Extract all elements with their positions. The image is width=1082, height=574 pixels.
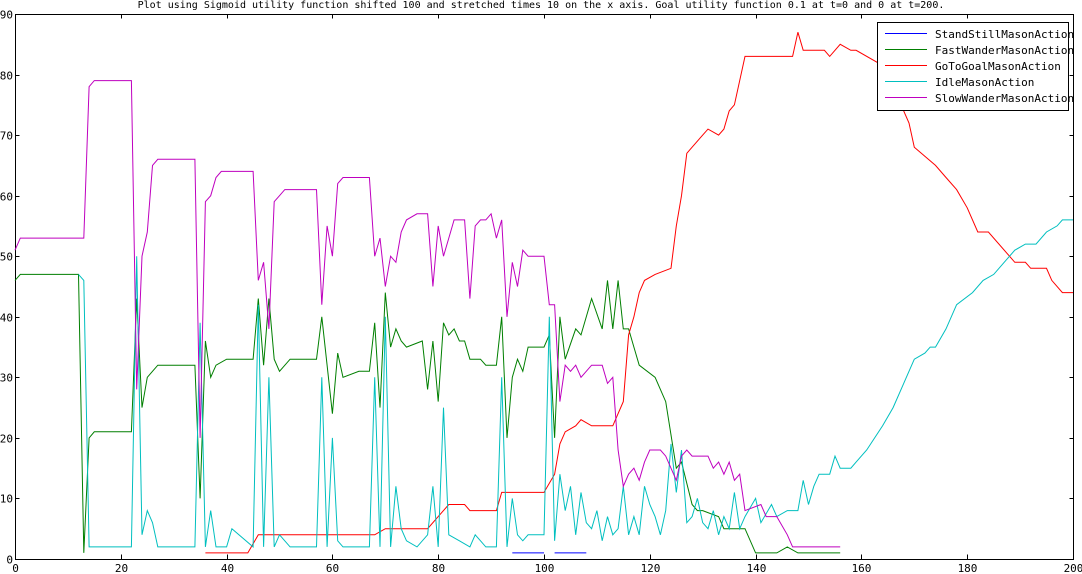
legend-label: IdleMasonAction xyxy=(935,76,1034,89)
legend-label: StandStillMasonAction xyxy=(935,28,1074,41)
chart-title: Plot using Sigmoid utility function shif… xyxy=(137,0,945,11)
y-tick-label: 90 xyxy=(0,9,13,22)
series-line xyxy=(14,273,841,554)
x-tick-label: 20 xyxy=(115,562,128,574)
x-tick-label: 140 xyxy=(747,562,767,574)
series-GoToGoalMasonAction xyxy=(205,32,1073,554)
y-tick-label: 10 xyxy=(0,493,13,506)
x-tick-label: 80 xyxy=(432,562,445,574)
y-tick-label: 70 xyxy=(0,130,13,143)
x-tick-label: 120 xyxy=(641,562,661,574)
y-tick-label: 40 xyxy=(0,312,13,325)
x-tick-label: 160 xyxy=(852,562,872,574)
x-tick-label: 200 xyxy=(1064,562,1082,574)
series-line xyxy=(14,80,841,548)
series-FastWanderMasonAction xyxy=(14,273,841,554)
legend-label: FastWanderMasonAction xyxy=(935,44,1074,57)
y-tick-label: 30 xyxy=(0,372,13,385)
series-lines xyxy=(14,32,1073,554)
y-tick-label: 60 xyxy=(0,191,13,204)
legend-box xyxy=(877,22,1069,111)
x-tick-label: 180 xyxy=(958,562,978,574)
legend: StandStillMasonAction FastWanderMasonActi… xyxy=(877,22,1074,111)
legend-label: GoToGoalMasonAction xyxy=(935,60,1061,73)
series-SlowWanderMasonAction xyxy=(14,80,841,548)
series-line xyxy=(78,219,1073,548)
x-tick-label: 40 xyxy=(221,562,234,574)
series-IdleMasonAction xyxy=(78,219,1073,548)
x-tick-label: 60 xyxy=(326,562,339,574)
legend-label: SlowWanderMasonAction xyxy=(935,92,1074,105)
y-tick-label: 20 xyxy=(0,433,13,446)
x-tick-label: 100 xyxy=(535,562,555,574)
x-tick-label: 0 xyxy=(12,562,19,574)
y-tick-label: 50 xyxy=(0,251,13,264)
y-tick-label: 0 xyxy=(6,554,13,567)
y-tick-label: 80 xyxy=(0,70,13,83)
axis-ticks: 0 20 40 60 80 100 120 140 160 180 200 0 10 20 30 40 50 60… xyxy=(0,9,1082,574)
series-line xyxy=(205,32,1073,554)
